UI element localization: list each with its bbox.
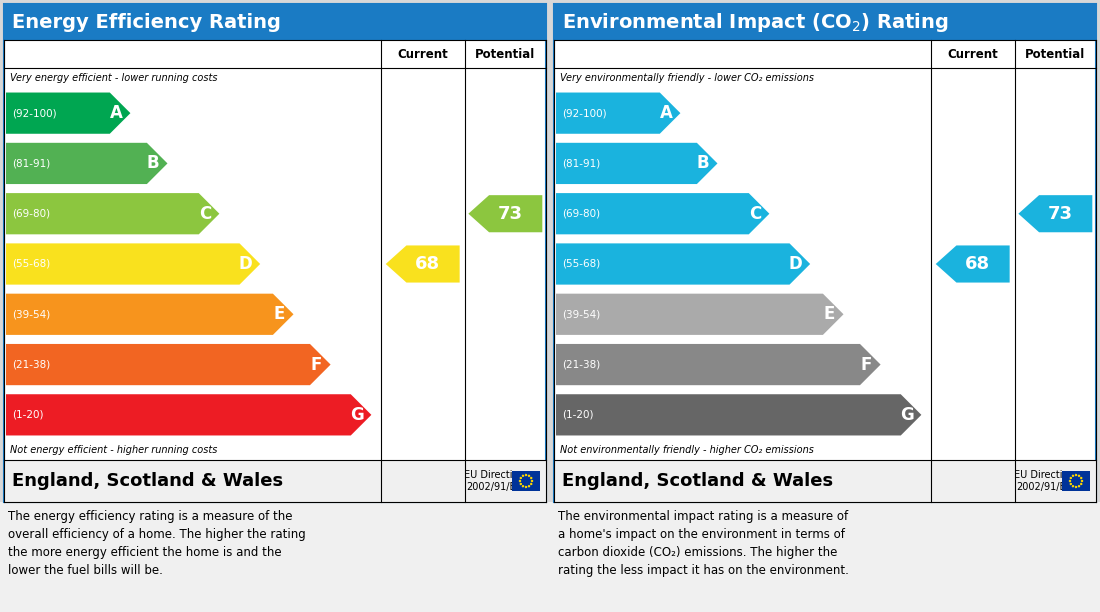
Text: Potential: Potential bbox=[475, 48, 536, 61]
Text: (21-38): (21-38) bbox=[562, 360, 601, 370]
Polygon shape bbox=[6, 92, 131, 134]
Text: D: D bbox=[239, 255, 253, 273]
Text: (55-68): (55-68) bbox=[12, 259, 51, 269]
Polygon shape bbox=[556, 344, 881, 385]
Bar bbox=[0, 502, 1100, 612]
Text: 73: 73 bbox=[497, 205, 522, 223]
Text: C: C bbox=[199, 205, 211, 223]
Text: B: B bbox=[146, 154, 160, 173]
Text: E: E bbox=[824, 305, 835, 323]
Text: Environmental Impact (CO$_2$) Rating: Environmental Impact (CO$_2$) Rating bbox=[562, 10, 948, 34]
Polygon shape bbox=[6, 344, 331, 385]
Text: (81-91): (81-91) bbox=[562, 159, 601, 168]
Bar bbox=[554, 4, 1096, 40]
Bar bbox=[554, 4, 1096, 502]
Text: EU Directive
2002/91/EC: EU Directive 2002/91/EC bbox=[1014, 470, 1074, 492]
Bar bbox=[4, 460, 546, 502]
Text: A: A bbox=[110, 104, 122, 122]
Text: 68: 68 bbox=[965, 255, 990, 273]
Text: C: C bbox=[749, 205, 761, 223]
Polygon shape bbox=[556, 394, 922, 436]
Text: B: B bbox=[696, 154, 710, 173]
Bar bbox=[1062, 471, 1090, 491]
Text: (39-54): (39-54) bbox=[12, 309, 51, 319]
Polygon shape bbox=[6, 244, 261, 285]
Text: F: F bbox=[860, 356, 872, 373]
Text: 68: 68 bbox=[415, 255, 440, 273]
Text: A: A bbox=[660, 104, 672, 122]
Text: England, Scotland & Wales: England, Scotland & Wales bbox=[562, 472, 833, 490]
Bar bbox=[4, 4, 546, 502]
Polygon shape bbox=[556, 193, 769, 234]
Polygon shape bbox=[6, 294, 294, 335]
Polygon shape bbox=[6, 394, 372, 436]
Text: England, Scotland & Wales: England, Scotland & Wales bbox=[12, 472, 283, 490]
Text: (69-80): (69-80) bbox=[12, 209, 51, 218]
Text: (92-100): (92-100) bbox=[12, 108, 56, 118]
Text: (1-20): (1-20) bbox=[562, 410, 594, 420]
Text: E: E bbox=[274, 305, 285, 323]
Polygon shape bbox=[556, 92, 681, 134]
Text: Energy Efficiency Rating: Energy Efficiency Rating bbox=[12, 12, 280, 31]
Text: (69-80): (69-80) bbox=[562, 209, 601, 218]
Text: F: F bbox=[310, 356, 322, 373]
Polygon shape bbox=[469, 195, 542, 233]
Text: (39-54): (39-54) bbox=[562, 309, 601, 319]
Text: D: D bbox=[789, 255, 803, 273]
Polygon shape bbox=[556, 244, 811, 285]
Text: Current: Current bbox=[947, 48, 998, 61]
Text: The environmental impact rating is a measure of
a home's impact on the environme: The environmental impact rating is a mea… bbox=[558, 510, 849, 577]
Text: Very environmentally friendly - lower CO₂ emissions: Very environmentally friendly - lower CO… bbox=[560, 73, 814, 83]
Text: Potential: Potential bbox=[1025, 48, 1086, 61]
Text: Current: Current bbox=[397, 48, 448, 61]
Polygon shape bbox=[386, 245, 460, 283]
Bar bbox=[554, 460, 1096, 502]
Text: (21-38): (21-38) bbox=[12, 360, 51, 370]
Text: 73: 73 bbox=[1047, 205, 1072, 223]
Polygon shape bbox=[556, 143, 717, 184]
Polygon shape bbox=[936, 245, 1010, 283]
Bar bbox=[4, 4, 546, 40]
Polygon shape bbox=[1019, 195, 1092, 233]
Text: Not energy efficient - higher running costs: Not energy efficient - higher running co… bbox=[10, 445, 218, 455]
Text: Very energy efficient - lower running costs: Very energy efficient - lower running co… bbox=[10, 73, 218, 83]
Bar bbox=[512, 471, 540, 491]
Text: (92-100): (92-100) bbox=[562, 108, 606, 118]
Text: G: G bbox=[350, 406, 364, 424]
Text: G: G bbox=[900, 406, 914, 424]
Text: EU Directive
2002/91/EC: EU Directive 2002/91/EC bbox=[464, 470, 524, 492]
Polygon shape bbox=[556, 294, 844, 335]
Polygon shape bbox=[6, 193, 219, 234]
Text: (81-91): (81-91) bbox=[12, 159, 51, 168]
Text: (55-68): (55-68) bbox=[562, 259, 601, 269]
Polygon shape bbox=[6, 143, 167, 184]
Text: (1-20): (1-20) bbox=[12, 410, 44, 420]
Text: The energy efficiency rating is a measure of the
overall efficiency of a home. T: The energy efficiency rating is a measur… bbox=[8, 510, 306, 577]
Text: Not environmentally friendly - higher CO₂ emissions: Not environmentally friendly - higher CO… bbox=[560, 445, 814, 455]
